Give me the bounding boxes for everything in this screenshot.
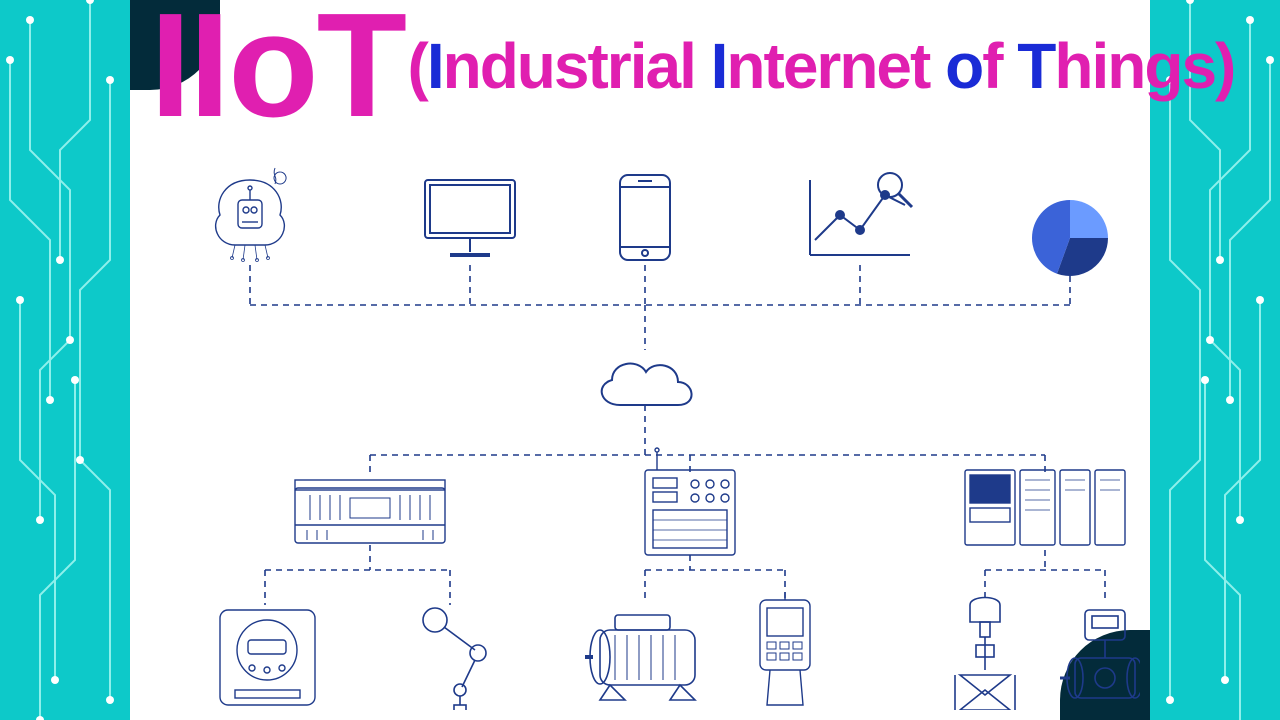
electric-motor-icon: [585, 615, 695, 700]
robot-arm-icon: [423, 608, 486, 710]
monitor-icon: [425, 180, 515, 255]
circuit-panel-right: [1150, 0, 1280, 720]
title-expansion: (Industrial Internet of Things): [408, 30, 1235, 102]
ai-brain-icon: [216, 168, 286, 262]
circuit-trace-right-svg: [1150, 0, 1280, 720]
panel-meter-icon: [220, 610, 315, 705]
plc-controller-b-icon: [965, 470, 1125, 545]
plc-controller-a-icon: [295, 480, 445, 543]
connector-lines: [250, 265, 1105, 605]
control-valve-icon: [955, 598, 1015, 711]
page-title: IIoT (Industrial Internet of Things): [150, 0, 1140, 140]
iiot-architecture-diagram: [150, 150, 1140, 710]
circuit-trace-left-svg: [0, 0, 130, 720]
iot-gateway-icon: [645, 448, 735, 555]
flow-meter-icon: [1060, 610, 1140, 698]
pie-chart-icon: [1032, 200, 1108, 276]
cloud-icon: [602, 364, 692, 405]
stage: IIoT (Industrial Internet of Things): [0, 0, 1280, 720]
analytics-chart-icon: [810, 173, 912, 255]
handheld-scanner-icon: [760, 592, 810, 705]
smartphone-icon: [620, 175, 670, 260]
circuit-panel-left: [0, 0, 130, 720]
title-acronym: IIoT: [150, 0, 405, 148]
